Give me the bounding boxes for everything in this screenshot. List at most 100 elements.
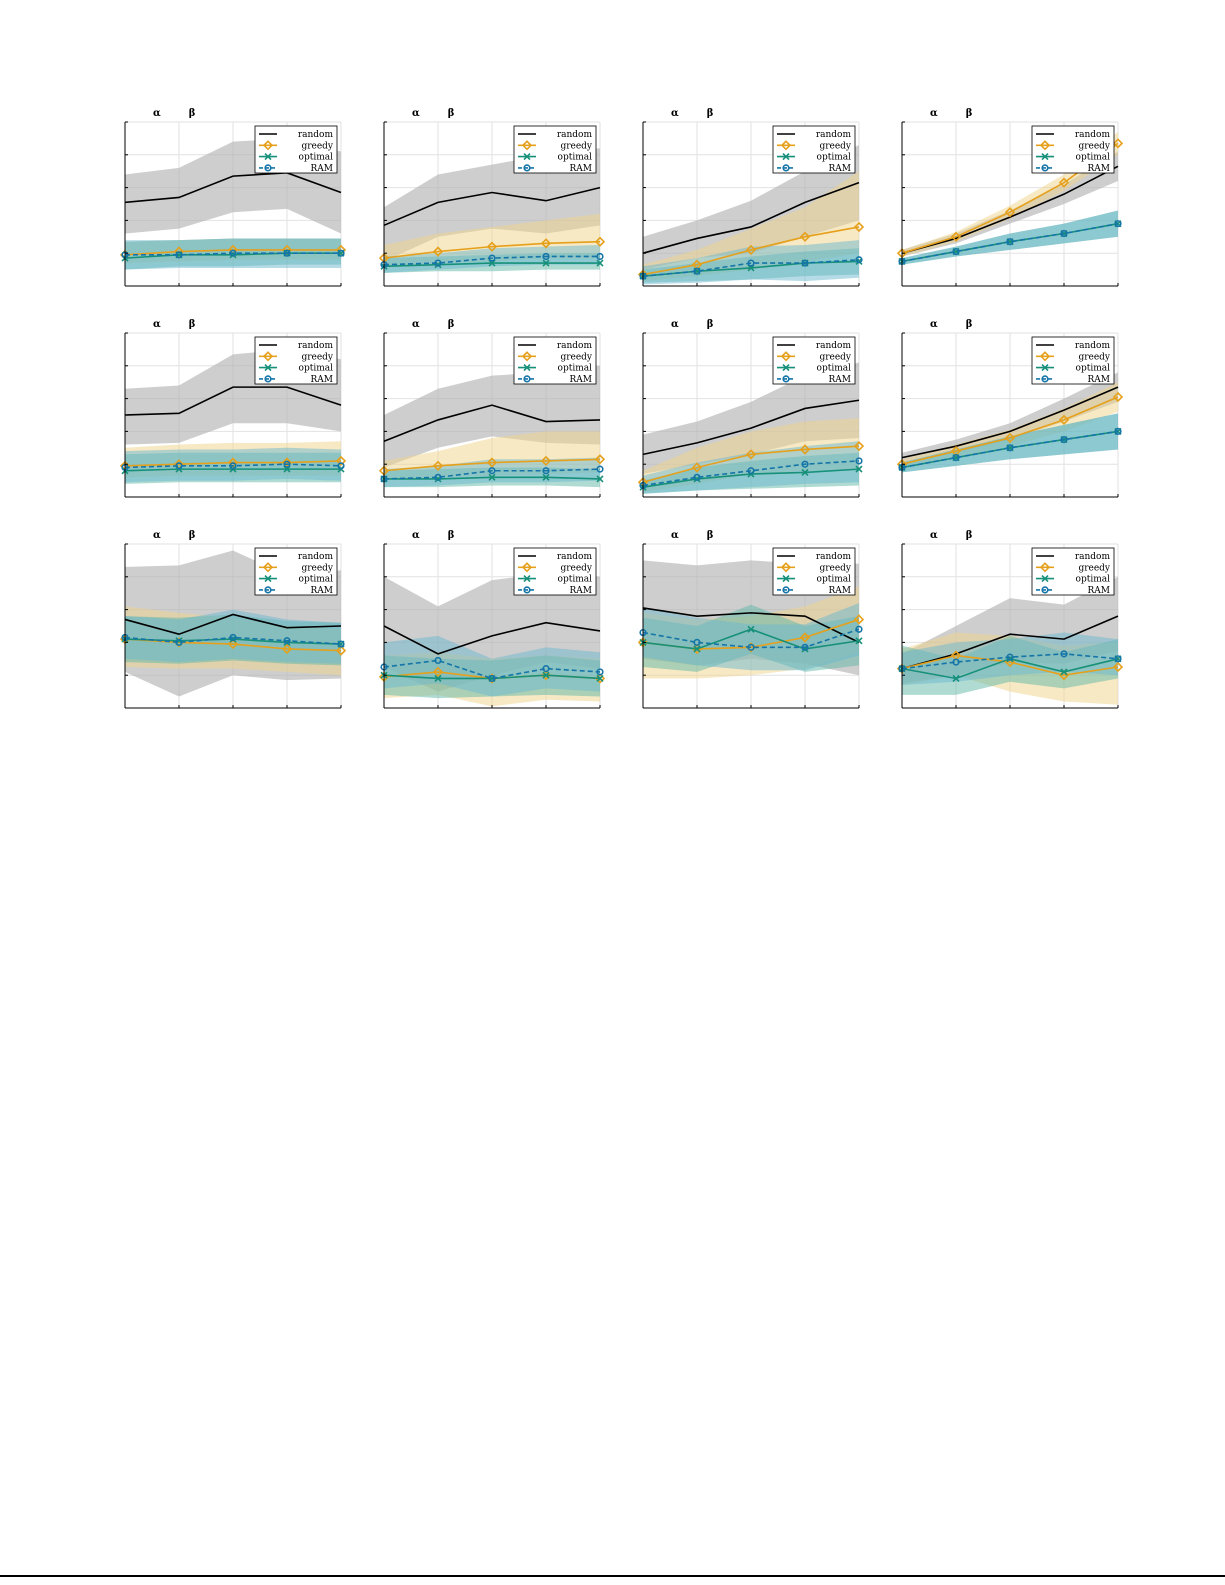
legend-label-optimal: optimal — [299, 364, 334, 374]
point-ram — [747, 643, 755, 651]
legend-label-random: random — [816, 552, 852, 562]
point-greedy — [335, 455, 347, 467]
legend-marker-ram — [1041, 375, 1049, 383]
legend-label-random: random — [816, 130, 852, 140]
point-optimal — [542, 671, 550, 679]
legend-label-optimal: optimal — [558, 364, 593, 374]
point-optimal — [952, 674, 960, 683]
line-random — [124, 613, 342, 636]
line-greedy — [642, 226, 860, 276]
alpha-symbol: α — [412, 530, 420, 541]
point-greedy — [799, 231, 811, 242]
legend-marker-ram — [264, 586, 272, 594]
point-ram — [693, 638, 701, 647]
point-greedy — [853, 614, 865, 625]
point-ram — [283, 249, 291, 257]
point-ram — [488, 254, 496, 262]
point-ram — [952, 247, 960, 256]
point-greedy — [540, 455, 552, 467]
legend-label-random: random — [1075, 552, 1111, 562]
point-ram — [1060, 436, 1068, 444]
legend-label-random: random — [816, 341, 852, 351]
line-ram — [901, 653, 1119, 670]
legend-label-greedy: greedy — [560, 141, 592, 151]
point-greedy — [1004, 207, 1016, 218]
point-ram — [1060, 229, 1068, 238]
point-ram — [542, 665, 550, 673]
beta-symbol: β — [707, 108, 714, 119]
point-optimal — [801, 468, 809, 476]
line-ram — [124, 636, 342, 645]
point-optimal — [596, 674, 604, 683]
point-greedy — [281, 643, 293, 655]
line-random — [642, 181, 860, 254]
legend-marker-ram — [523, 586, 531, 594]
legend-marker-optimal — [782, 364, 790, 372]
point-ram — [283, 460, 291, 468]
legend-label-ram: RAM — [570, 586, 593, 596]
legend-label-optimal: optimal — [1076, 575, 1111, 585]
point-ram — [1006, 444, 1014, 452]
legend-label-ram: RAM — [829, 164, 852, 174]
legend-label-random: random — [557, 552, 593, 562]
legend-label-greedy: greedy — [1078, 563, 1110, 573]
band-ram — [125, 447, 341, 483]
point-optimal — [542, 473, 550, 481]
legend-marker-greedy — [521, 351, 533, 362]
line-ram — [901, 222, 1119, 263]
legend-label-random: random — [1075, 130, 1111, 140]
legend-marker-ram — [782, 375, 790, 383]
point-ram — [1114, 427, 1122, 436]
point-ram — [434, 259, 442, 267]
legend-label-optimal: optimal — [1076, 153, 1111, 163]
legend-label-ram: RAM — [311, 164, 334, 174]
legend-label-greedy: greedy — [301, 563, 333, 573]
point-greedy — [227, 638, 239, 650]
legend-marker-optimal — [1041, 364, 1049, 372]
point-ram — [693, 473, 701, 481]
legend-label-random: random — [298, 552, 334, 562]
legend-label-ram: RAM — [570, 375, 593, 385]
point-greedy — [1112, 661, 1124, 673]
legend-marker-optimal — [523, 575, 531, 583]
legend-marker-optimal — [782, 575, 790, 583]
point-greedy — [540, 670, 552, 681]
point-optimal — [434, 674, 442, 683]
point-ram — [337, 249, 345, 257]
legend-label-greedy: greedy — [301, 141, 333, 151]
legend-marker-optimal — [523, 153, 531, 161]
beta-symbol: β — [448, 319, 455, 330]
point-greedy — [799, 632, 811, 643]
legend-marker-optimal — [264, 153, 272, 161]
legend-label-random: random — [298, 341, 334, 351]
point-ram — [175, 638, 183, 647]
legend-label-optimal: optimal — [817, 575, 852, 585]
beta-symbol: β — [189, 108, 196, 119]
point-ram — [1060, 650, 1068, 658]
legend-marker-optimal — [264, 364, 272, 372]
legend-label-random: random — [557, 341, 593, 351]
point-ram — [952, 658, 960, 666]
line-random — [124, 386, 342, 416]
legend-label-random: random — [1075, 341, 1111, 351]
legend-marker-ram — [782, 164, 790, 172]
line-ram — [383, 468, 601, 480]
alpha-symbol: α — [930, 530, 938, 541]
line-greedy — [901, 654, 1119, 677]
alpha-symbol: α — [671, 530, 679, 541]
legend-label-ram: RAM — [1088, 164, 1111, 174]
